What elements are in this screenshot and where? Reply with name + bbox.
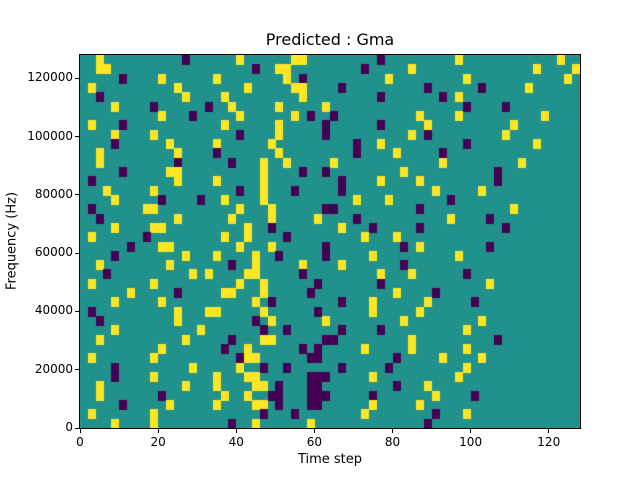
x-axis-label: Time step: [297, 452, 363, 467]
y-tick-label: 20000: [34, 361, 73, 376]
x-tick-mark: [548, 429, 550, 433]
y-tick-label: 120000: [27, 70, 73, 85]
heatmap-canvas: [80, 55, 580, 428]
x-tick-label: 40: [228, 435, 244, 449]
y-axis-label: Frequency (Hz): [4, 191, 20, 291]
plot-area: [79, 54, 581, 429]
y-tick-label: 40000: [34, 303, 73, 318]
x-tick-label: 120: [537, 435, 561, 449]
x-tick-mark: [157, 429, 159, 433]
x-tick-mark: [235, 429, 237, 433]
x-tick-mark: [392, 429, 393, 433]
y-tick-label: 100000: [27, 128, 73, 143]
x-tick-mark: [470, 429, 472, 433]
x-tick-label: 100: [459, 435, 483, 449]
x-tick-label: 0: [76, 435, 84, 449]
x-tick-label: 80: [384, 435, 401, 449]
x-tick-label: 60: [306, 435, 323, 449]
x-tick-mark: [313, 429, 315, 433]
x-tick-mark: [79, 429, 81, 433]
y-tick-label: 0: [65, 420, 73, 434]
x-tick-label: 20: [150, 435, 166, 449]
chart-title: Predicted : Gma: [265, 30, 395, 49]
